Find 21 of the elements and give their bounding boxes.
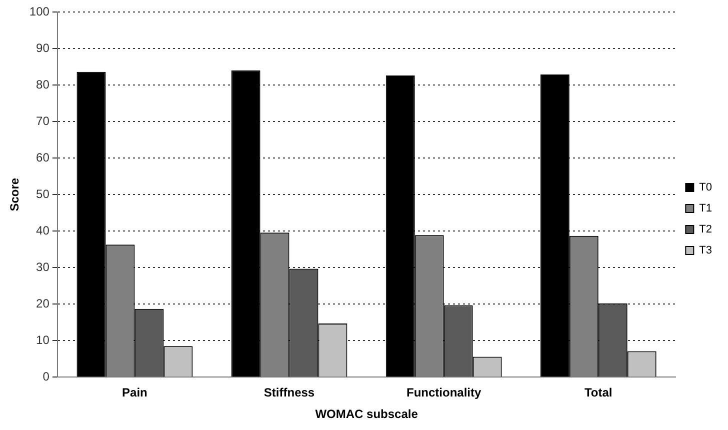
y-tick-label: 20	[36, 296, 50, 310]
y-tick-label: 90	[36, 40, 50, 55]
y-tick-label: 70	[36, 114, 50, 128]
legend-label: T2	[699, 224, 712, 236]
y-tick-label: 100	[29, 4, 50, 18]
x-tick-label: Pain	[122, 386, 148, 400]
y-axis-title: Score	[8, 178, 22, 212]
legend-label: T0	[699, 182, 712, 194]
y-tick-label: 0	[42, 370, 50, 384]
y-tick-label: 60	[36, 150, 50, 164]
x-tick-label: Stiffness	[264, 386, 315, 400]
y-tick-label: 30	[36, 260, 50, 274]
x-axis-title: WOMAC subscale	[315, 407, 418, 422]
legend-label: T3	[699, 244, 712, 257]
y-tick-label: 50	[36, 186, 50, 201]
y-tick-label: 80	[36, 77, 50, 92]
x-tick-label: Functionality	[406, 386, 482, 400]
y-tick-label: 40	[36, 223, 50, 238]
x-tick-label: Total	[584, 386, 612, 400]
y-tick-label: 10	[36, 332, 50, 347]
legend-label: T1	[699, 202, 712, 215]
